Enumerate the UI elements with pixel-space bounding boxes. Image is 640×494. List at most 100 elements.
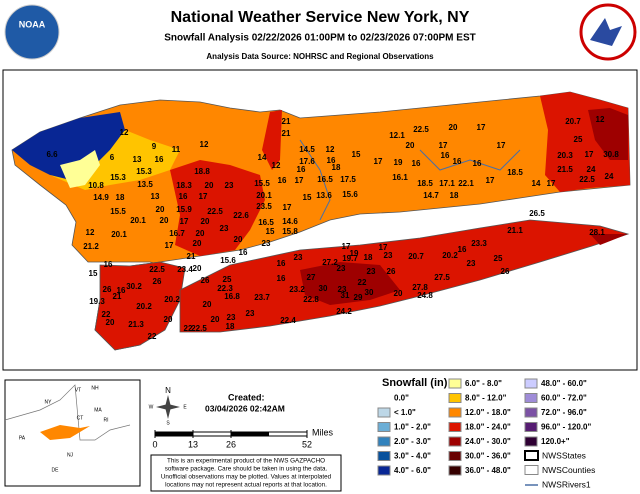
snowfall-label: 21.1	[507, 226, 523, 235]
snowfall-label: 12	[200, 140, 209, 149]
source: Analysis Data Source: NOHRSC and Regiona…	[206, 52, 434, 61]
snowfall-label: 23	[384, 251, 393, 260]
snowfall-label: 25	[494, 254, 503, 263]
legend-label: 4.0" - 6.0"	[394, 466, 431, 475]
snowfall-label: 17	[477, 123, 486, 132]
legend-label: 2.0" - 3.0"	[394, 437, 431, 446]
snowfall-label: 23	[294, 253, 303, 262]
snowfall-label: 15.3	[110, 173, 126, 182]
inset-label: NJ	[67, 452, 74, 458]
snowfall-label: 15.9	[176, 205, 192, 214]
snowfall-label: 23	[467, 259, 476, 268]
snowfall-label: 16	[239, 248, 248, 257]
snowfall-label: 20	[193, 239, 202, 248]
legend-title: Snowfall (in)	[382, 377, 448, 389]
snowfall-label: 16	[453, 157, 462, 166]
snowfall-label: 17	[342, 242, 351, 251]
legend-label: 1.0" - 2.0"	[394, 423, 431, 432]
legend-swatch	[448, 378, 462, 389]
snowfall-label: 29	[354, 293, 363, 302]
snowfall-label: 15.5	[110, 207, 126, 216]
snowfall-label: 31	[341, 291, 350, 300]
snowfall-label: 20.7	[408, 252, 424, 261]
snowfall-label: 16.8	[224, 292, 240, 301]
snowfall-label: 20	[106, 318, 115, 327]
legend-swatch	[377, 407, 391, 418]
snowfall-label: 6.6	[46, 150, 58, 159]
light-snow-area	[60, 150, 100, 188]
snowfall-label: 23.4	[177, 265, 193, 274]
snowfall-label: 14.7	[423, 191, 439, 200]
legend-label: 96.0" - 120.0"	[541, 423, 591, 432]
disclaimer-line: This is an experimental product of the N…	[167, 458, 325, 465]
snowfall-label: 16.1	[392, 173, 408, 182]
legend-swatch	[524, 407, 538, 418]
noaa-logo	[4, 4, 60, 60]
snowfall-label: 30.2	[126, 282, 142, 291]
snowfall-label: 27	[307, 273, 316, 282]
snowfall-label: 13	[151, 192, 160, 201]
nws-logo-mark	[590, 18, 622, 46]
snowfall-label: 17	[180, 217, 189, 226]
snowfall-label: 20.2	[136, 302, 152, 311]
inset-label: NY	[45, 399, 53, 405]
snowfall-label: 22.5	[149, 265, 165, 274]
snowfall-label: 16	[117, 286, 126, 295]
snowfall-label: 15.8	[282, 227, 298, 236]
snowfall-label: 27.5	[434, 273, 450, 282]
snowfall-label: 30.8	[603, 150, 619, 159]
snowfall-label: 12	[596, 115, 605, 124]
legend-label: 120.0+"	[541, 437, 570, 446]
very-heavy-snow-area	[590, 234, 628, 245]
snowfall-label: 17	[439, 141, 448, 150]
snowfall-label: 18	[450, 191, 459, 200]
title: National Weather Service New York, NY	[171, 9, 470, 26]
snowfall-label: 14.6	[282, 217, 298, 226]
snowfall-label: 20.1	[111, 230, 127, 239]
snowfall-label: 16	[327, 156, 336, 165]
snowfall-label: 22.8	[303, 295, 319, 304]
snowfall-label: 19	[350, 249, 359, 258]
legend-swatch	[448, 393, 462, 403]
snowfall-label: 15.3	[136, 167, 152, 176]
snowfall-label: 26	[153, 277, 162, 286]
legend-label: 24.0" - 30.0"	[465, 437, 511, 446]
snowfall-label: 30	[319, 284, 328, 293]
snowfall-label: 17	[379, 243, 388, 252]
snowfall-label: 17.6	[299, 157, 315, 166]
snowfall-label: 20	[205, 181, 214, 190]
snowfall-label: 22	[148, 332, 157, 341]
scale-label: 52	[302, 439, 312, 449]
scale-label: 0	[152, 439, 157, 449]
snowfall-label: 16	[179, 192, 188, 201]
snowfall-label: 23	[220, 224, 229, 233]
snowfall-label: 27.8	[412, 283, 428, 292]
scale-label: 13	[188, 439, 198, 449]
snowfall-label: 16	[473, 159, 482, 168]
snowfall-label: 22	[102, 310, 111, 319]
snowfall-label: 13.6	[316, 191, 332, 200]
snowfall-label: 18.8	[194, 167, 210, 176]
snowfall-label: 26	[201, 276, 210, 285]
snowfall-label: 17	[199, 192, 208, 201]
inset-borders	[4, 384, 131, 441]
snowfall-label: 17	[497, 141, 506, 150]
snowfall-label: 16	[104, 260, 113, 269]
legend-swatch	[377, 451, 391, 461]
snowfall-label: 22.3	[217, 284, 233, 293]
snowfall-label: 14	[532, 179, 541, 188]
legend-label: 3.0" - 4.0"	[394, 452, 431, 461]
snowfall-label: 22.6	[233, 211, 249, 220]
snowfall-label: 25	[574, 135, 583, 144]
snowfall-label: 16	[297, 165, 306, 174]
snowfall-label: 25	[223, 275, 232, 284]
snowfall-label: 13.5	[137, 180, 153, 189]
snowfall-label: 16.5	[258, 218, 274, 227]
snowfall-label: 28.1	[589, 228, 605, 237]
snowfall-label: 18	[332, 163, 341, 172]
legend-swatch	[524, 436, 538, 447]
snowfall-label: 21	[282, 129, 291, 138]
legend-swatch	[377, 422, 391, 432]
snowfall-label: 23.7	[254, 293, 270, 302]
